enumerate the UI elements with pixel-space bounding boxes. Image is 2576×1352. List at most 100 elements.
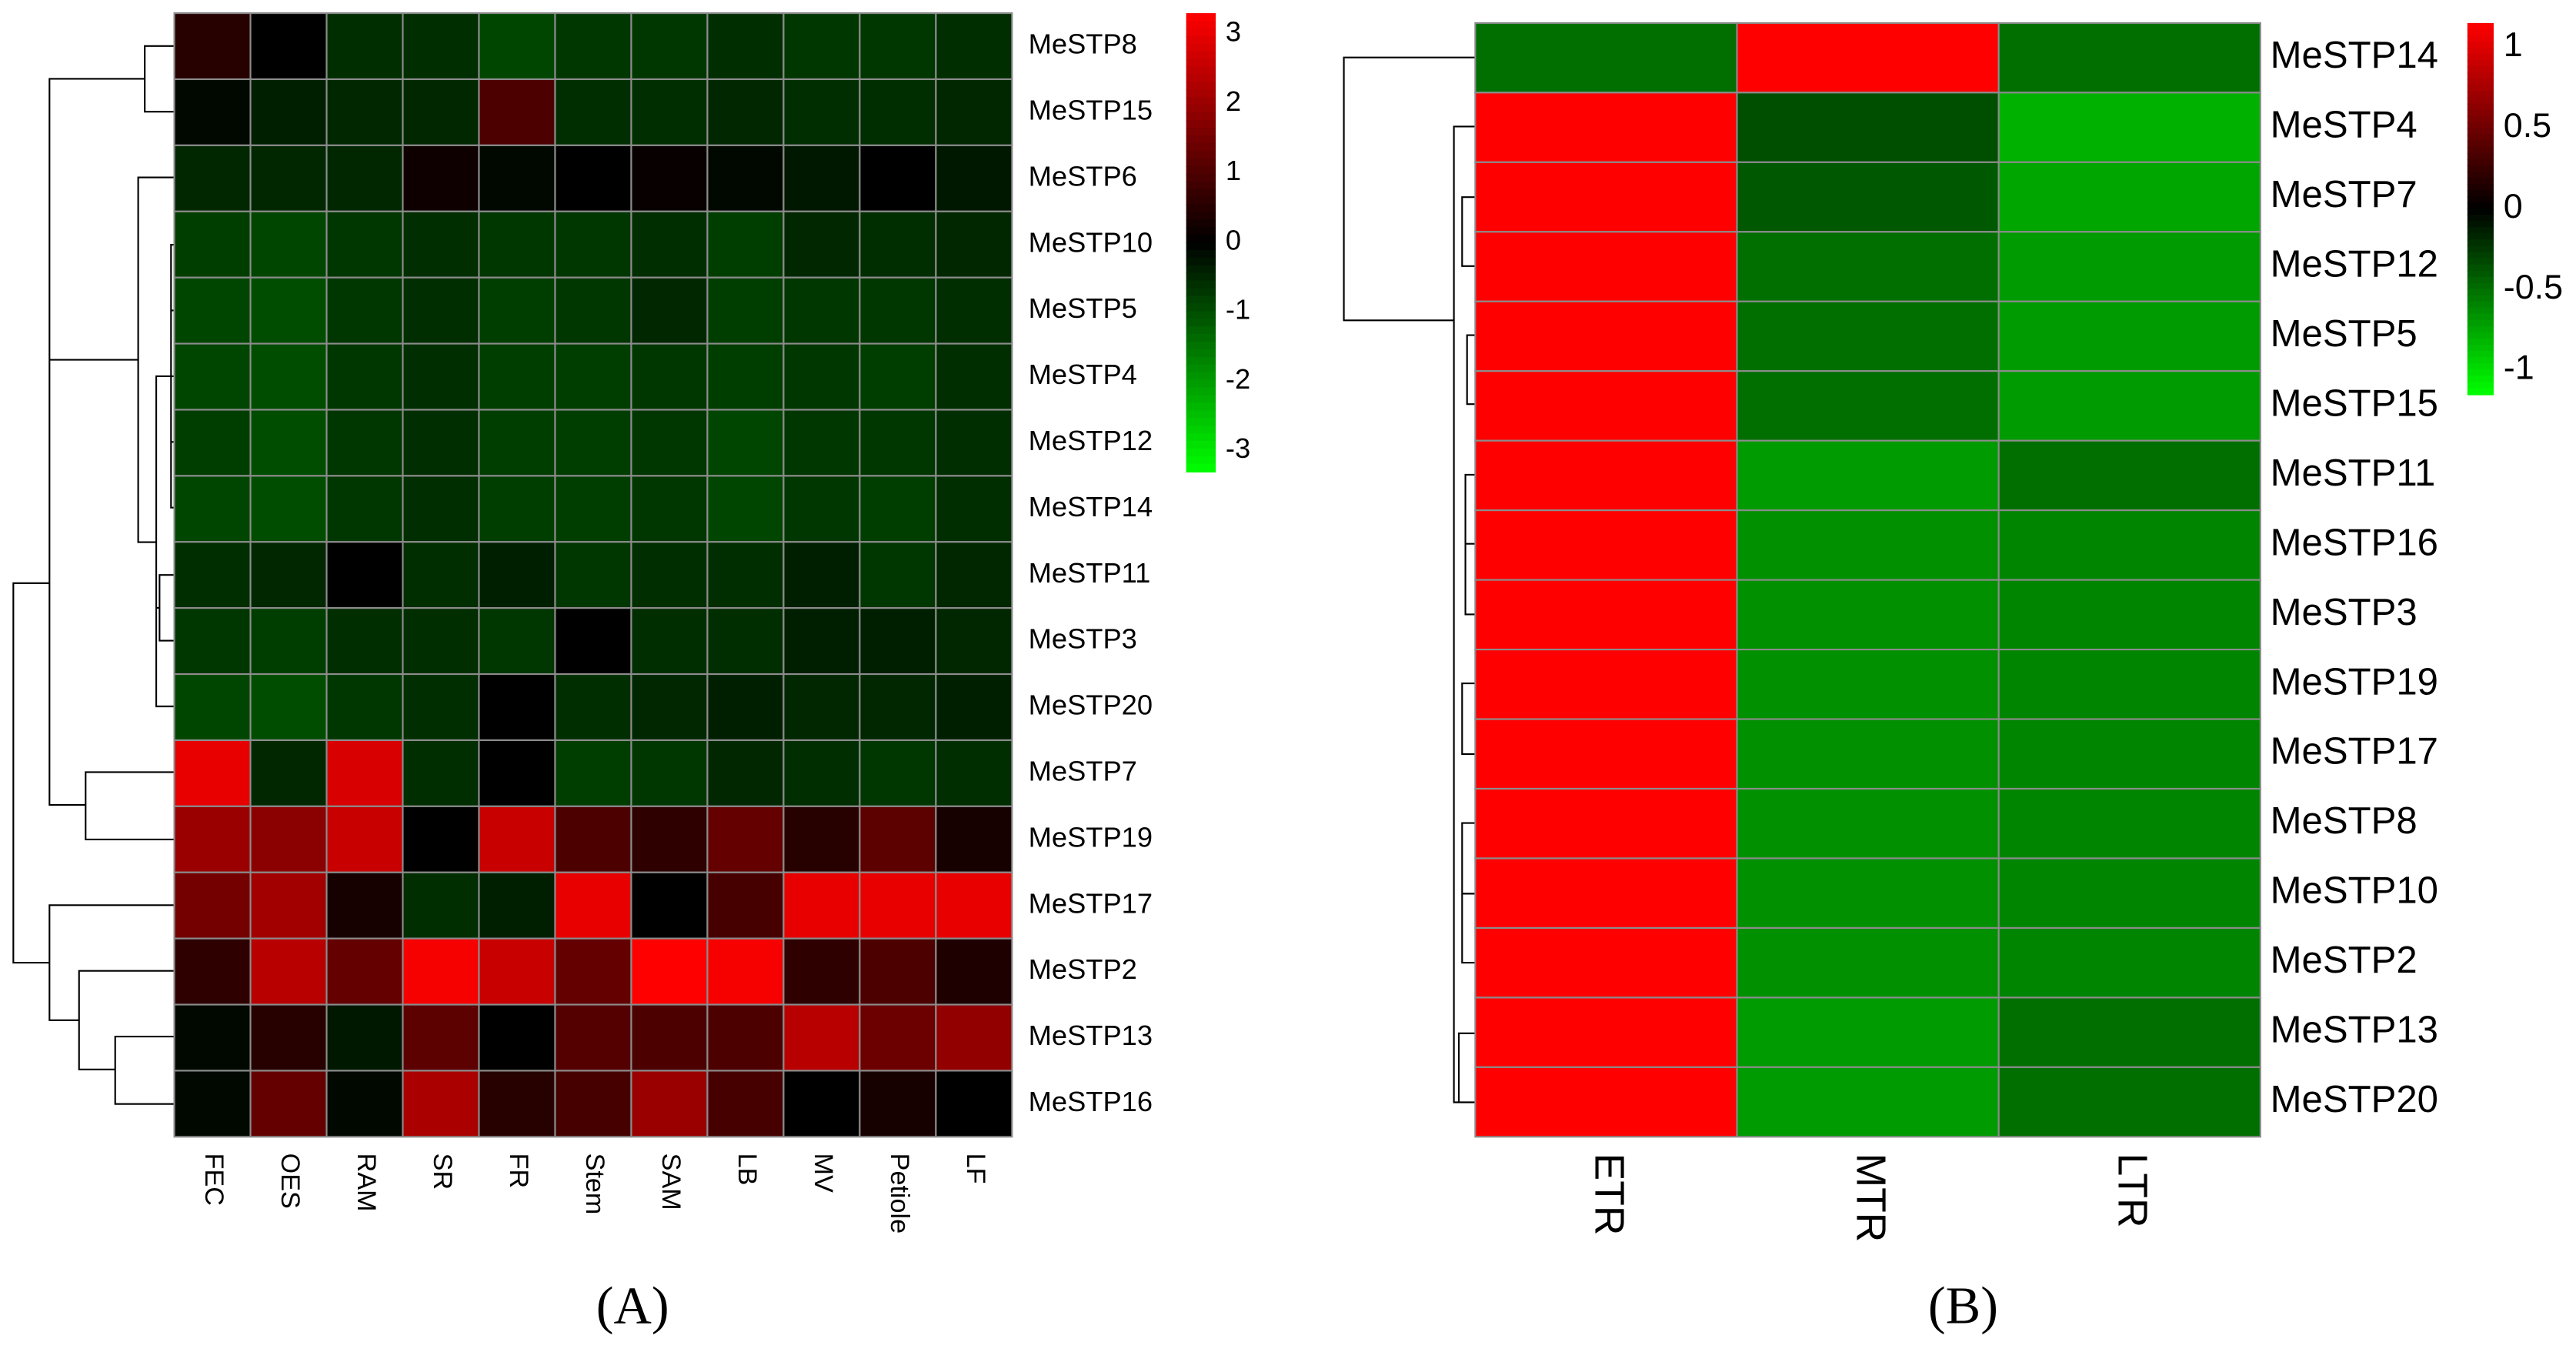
colorbar-segment — [2467, 97, 2494, 105]
heatmap-cell — [782, 1003, 861, 1072]
heatmap-cell — [782, 871, 861, 940]
column-label: SAM — [656, 1153, 686, 1210]
heatmap-cell — [554, 1003, 632, 1072]
heatmap-cell — [706, 1070, 785, 1138]
heatmap-cell — [706, 541, 785, 609]
column-label: RAM — [352, 1153, 381, 1212]
row-label: MeSTP17 — [1029, 887, 1153, 919]
row-label: MeSTP20 — [2271, 1079, 2438, 1120]
heatmap-cell — [1736, 1066, 2000, 1138]
column-label: ETR — [1586, 1153, 1631, 1236]
heatmap-cell — [935, 1070, 1013, 1138]
heatmap-cell — [478, 144, 556, 212]
row-label: MeSTP3 — [2271, 592, 2418, 633]
heatmap-cell — [1474, 926, 1738, 999]
colorbar-segment — [1186, 89, 1216, 98]
heatmap-cell — [935, 1003, 1013, 1072]
heatmap-cell — [402, 937, 480, 1006]
heatmap-cell — [706, 1003, 785, 1072]
heatmap-cell — [1997, 231, 2261, 302]
heatmap-cell — [249, 1003, 328, 1072]
colorbar-segment — [2467, 28, 2494, 37]
heatmap-cell — [249, 607, 328, 676]
colorbar-tick-label: -2 — [1226, 363, 1250, 395]
panel-caption: (A) — [596, 1276, 669, 1334]
heatmap-cell — [173, 210, 252, 279]
heatmap-cell — [935, 342, 1013, 411]
heatmap-cell — [1997, 649, 2261, 720]
heatmap-cell — [859, 144, 937, 212]
colorbar-segment — [1186, 349, 1216, 359]
colorbar-segment — [1186, 372, 1216, 381]
colorbar-segment — [2467, 152, 2494, 161]
heatmap-cell — [1736, 161, 2000, 233]
heatmap-cell — [1474, 579, 1738, 651]
heatmap-cell — [402, 541, 480, 609]
heatmap-cell — [554, 541, 632, 609]
row-label: MeSTP14 — [1029, 491, 1153, 522]
heatmap-cell — [782, 739, 861, 807]
heatmap-cell — [1736, 22, 2000, 94]
colorbar-tick-label: 1 — [1226, 155, 1241, 186]
heatmap-cell — [1736, 926, 2000, 999]
row-label: MeSTP17 — [2271, 731, 2438, 773]
heatmap-cell — [1474, 92, 1738, 163]
dendrogram-a — [12, 45, 175, 1105]
row-label: MeSTP15 — [2271, 382, 2438, 424]
heatmap-cell — [1997, 92, 2261, 163]
heatmap-cell — [173, 805, 252, 873]
colorbar-segment — [2467, 325, 2494, 334]
heatmap-cell — [402, 805, 480, 873]
heatmap-cell — [173, 475, 252, 543]
colorbar-segment — [2467, 345, 2494, 352]
row-label: MeSTP19 — [2271, 661, 2438, 703]
heatmap-cell — [859, 805, 937, 873]
heatmap-cell — [402, 78, 480, 146]
heatmap-cell — [402, 276, 480, 345]
row-label: MeSTP19 — [1029, 821, 1153, 853]
heatmap-cell — [782, 409, 861, 477]
colorbar-segment — [1186, 387, 1216, 396]
heatmap-cell — [859, 871, 937, 940]
colorbar-segment — [2467, 376, 2494, 383]
heatmap-cell — [173, 78, 252, 146]
heatmap-cell — [630, 409, 709, 477]
heatmap-cell — [782, 12, 861, 81]
heatmap-cell — [249, 475, 328, 543]
row-label: MeSTP14 — [2271, 35, 2438, 76]
colorbar-segment — [2467, 196, 2494, 204]
heatmap-cell — [249, 937, 328, 1006]
heatmap-cell — [630, 871, 709, 940]
heatmap-cell — [173, 1070, 252, 1138]
heatmap-cell — [706, 78, 785, 146]
row-label: MeSTP8 — [2271, 800, 2418, 842]
colorbar-segment — [2467, 382, 2494, 389]
heatmap-cell — [782, 78, 861, 146]
heatmap-cell — [859, 541, 937, 609]
heatmap-cell — [859, 607, 937, 676]
heatmap-cell — [325, 1003, 404, 1072]
colorbar-segment — [1186, 395, 1216, 404]
colorbar-segment — [2467, 122, 2494, 129]
colorbar-segment — [1186, 433, 1216, 442]
heatmap-cell — [782, 541, 861, 609]
heatmap-cell — [859, 937, 937, 1006]
heatmap-cell — [249, 673, 328, 742]
heatmap-cell — [1474, 22, 1738, 94]
heatmap-cell — [935, 144, 1013, 212]
heatmap-cell — [782, 144, 861, 212]
colorbar-segment — [2467, 209, 2494, 216]
heatmap-cell — [935, 276, 1013, 345]
colorbar-segment — [1186, 189, 1216, 198]
colorbar-segment — [2467, 128, 2494, 135]
heatmap-cell — [173, 144, 252, 212]
colorbar-segment — [1186, 74, 1216, 83]
heatmap-cell — [554, 673, 632, 742]
colorbar-segment — [2467, 72, 2494, 80]
heatmap-cell — [325, 144, 404, 212]
heatmap-cell — [935, 805, 1013, 873]
heatmap-cell — [554, 342, 632, 411]
colorbar-segment — [2467, 264, 2494, 272]
row-label: MeSTP10 — [2271, 870, 2438, 912]
